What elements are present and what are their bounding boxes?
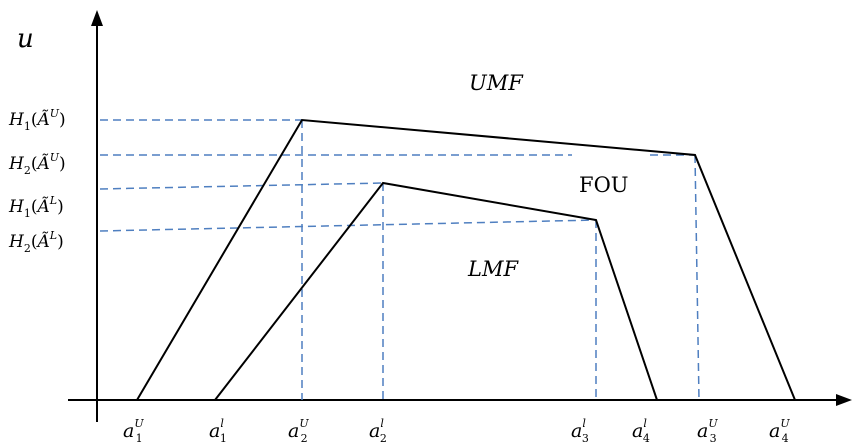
y-axis-arrow: [91, 10, 103, 26]
x-tick-label-a1-upper: aU 1: [123, 417, 144, 445]
guide-h2-lower: [99, 219, 597, 232]
upper-membership-function: [136, 118, 796, 401]
x-axis-arrow: [836, 394, 852, 406]
guide-a3-upper: [694, 154, 700, 401]
x-tick-label-a3-upper: aU 3: [697, 417, 718, 445]
y-tick-label-h2-lower: H2(ÃL): [8, 229, 64, 255]
y-tick-label-h1-upper: H1(ÃU): [8, 107, 66, 133]
y-tick-label-h1-lower: H1(ÃL): [8, 194, 64, 220]
x-tick-labels: aU 1 al 1 aU 2 al 2 al 3 al 4 aU 3 aU 4: [123, 417, 790, 445]
curves: [136, 118, 796, 401]
lower-membership-function: [214, 181, 658, 401]
umf-label: UMF: [469, 71, 524, 95]
axes: [68, 10, 852, 422]
y-axis-label: u: [17, 24, 34, 54]
x-tick-label-a4-lower: al 4: [632, 417, 650, 445]
x-tick-label-a2-lower: al 2: [369, 417, 387, 445]
y-tick-label-h2-upper: H2(ÃU): [8, 151, 66, 177]
guide-lines: [99, 119, 700, 401]
lmf-label: LMF: [467, 257, 519, 281]
x-tick-label-a1-lower: al 1: [209, 417, 227, 445]
guide-h1-lower: [99, 182, 384, 190]
fou-label: FOU: [579, 173, 629, 197]
x-tick-label-a4-upper: aU 4: [769, 417, 790, 445]
x-tick-label-a2-upper: aU 2: [288, 417, 309, 445]
x-tick-label-a3-lower: al 3: [571, 417, 589, 445]
y-tick-labels: H1(ÃU) H2(ÃU) H1(ÃL) H2(ÃL): [8, 107, 66, 255]
